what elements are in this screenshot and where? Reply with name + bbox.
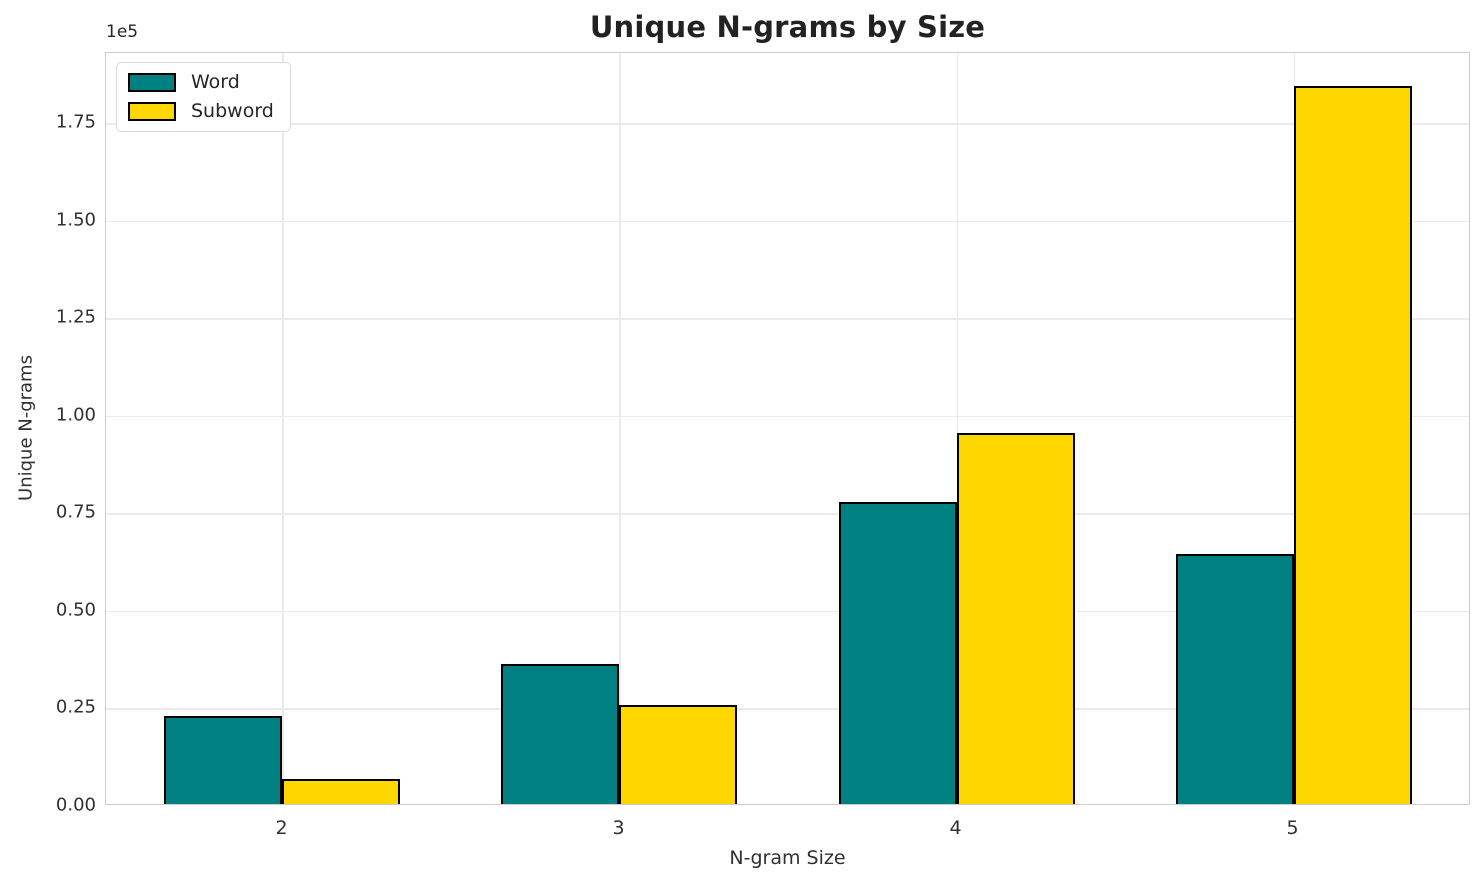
x-gridline-2	[282, 53, 284, 804]
y-tick-label-0.25: 0.25	[55, 696, 96, 718]
bar-subword-4	[956, 433, 1075, 804]
y-gridline-0.50	[106, 610, 1469, 613]
legend-item-subword: Subword	[128, 99, 274, 122]
bar-subword-5	[1293, 86, 1412, 804]
x-tick-label-2: 2	[275, 817, 288, 839]
y-gridline-1.50	[106, 220, 1469, 223]
y-axis-label: Unique N-grams	[15, 355, 37, 501]
chart-title: Unique N-grams by Size	[589, 10, 986, 44]
y-tick-label-1.50: 1.50	[55, 209, 96, 231]
x-axis-label: N-gram Size	[729, 847, 846, 869]
y-tick-label-1.00: 1.00	[55, 404, 96, 426]
y-gridline-1.25	[106, 318, 1469, 320]
x-tick-label-5: 5	[1286, 817, 1299, 839]
bar-subword-3	[619, 705, 738, 804]
legend-label-subword: Subword	[191, 99, 274, 122]
plot-area: Word Subword	[105, 52, 1470, 805]
bar-word-2	[164, 716, 283, 804]
y-gridline-1.00	[106, 415, 1469, 418]
y-gridline-0.75	[106, 513, 1469, 515]
legend-label-word: Word	[191, 71, 240, 93]
x-tick-label-3: 3	[612, 817, 625, 839]
bar-word-5	[1175, 554, 1294, 804]
legend-swatch-subword	[128, 101, 176, 121]
legend-swatch-word	[128, 72, 176, 92]
bar-subword-2	[282, 778, 401, 804]
x-tick-label-4: 4	[949, 817, 962, 839]
y-tick-label-0.75: 0.75	[55, 501, 96, 523]
legend-item-word: Word	[128, 72, 274, 93]
y-gridline-1.75	[106, 123, 1469, 125]
y-tick-label-0.50: 0.50	[55, 599, 96, 621]
y-tick-label-0.00: 0.00	[55, 794, 96, 816]
y-tick-label-1.75: 1.75	[55, 111, 96, 133]
y-tick-label-1.25: 1.25	[55, 306, 96, 328]
x-gridline-3	[619, 53, 621, 804]
legend: Word Subword	[116, 62, 291, 132]
bar-word-3	[501, 663, 620, 804]
bar-word-4	[838, 501, 957, 804]
y-gridline-0.25	[106, 708, 1469, 710]
y-axis-offset-label: 1e5	[106, 22, 139, 42]
x-gridline-4	[956, 53, 958, 804]
